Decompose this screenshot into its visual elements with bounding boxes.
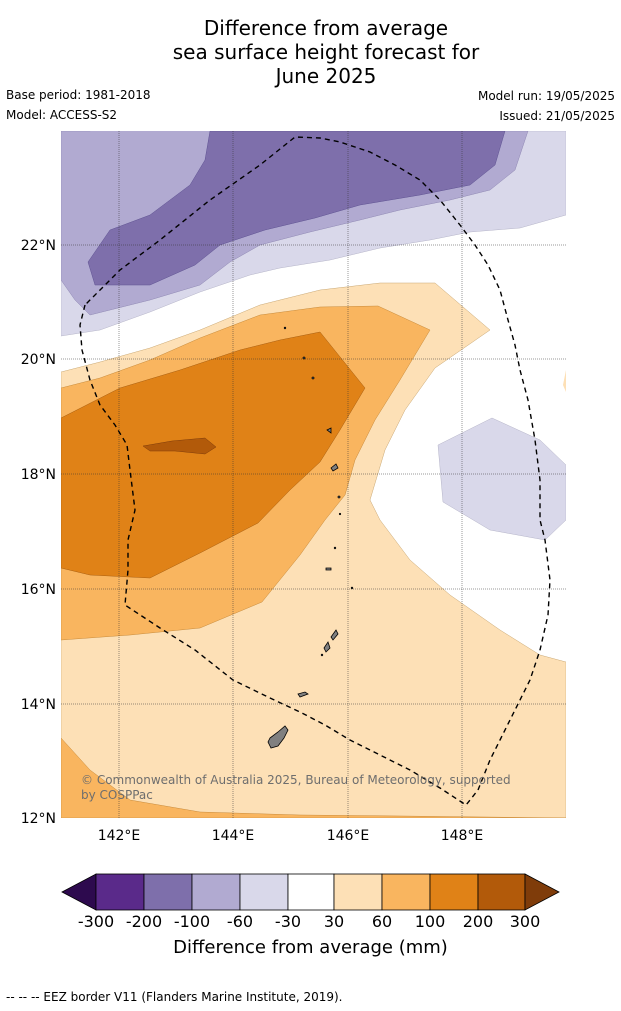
lat-label-22: 22°N	[21, 238, 56, 254]
island-islet	[350, 586, 354, 590]
colorbar-bin-2	[143, 873, 193, 911]
lat-label-12: 12°N	[21, 811, 56, 827]
island-uracas	[283, 326, 287, 330]
band-minus-30-east	[437, 417, 566, 541]
band-plus-100	[61, 331, 366, 579]
island-maug	[302, 356, 306, 360]
map-title: Difference from average sea surface heig…	[0, 16, 621, 88]
island-aguijan	[320, 653, 324, 657]
anomaly-field: © Commonwealth of Australia 2025, Bureau…	[61, 131, 566, 818]
island-rota	[297, 691, 309, 698]
island-alamagan	[337, 495, 341, 499]
lon-label-146: 146°E	[327, 828, 370, 844]
colorbar-bin-5	[287, 873, 335, 911]
lat-label-18: 18°N	[21, 467, 56, 483]
lat-label-14: 14°N	[21, 697, 56, 713]
island-saipan	[330, 629, 339, 641]
copyright-line-1: © Commonwealth of Australia 2025, Bureau…	[81, 773, 511, 787]
colorbar-bin-9	[477, 873, 526, 911]
eez-legend-note: -- -- -- EEZ border V11 (Flanders Marine…	[6, 990, 343, 1004]
band-plus-200	[142, 437, 217, 455]
colorbar-bin-3	[191, 873, 241, 911]
lon-label-142: 142°E	[98, 828, 141, 844]
lon-label-144: 144°E	[212, 828, 255, 844]
lat-labels: 22°N 20°N 18°N 16°N 14°N 12°N	[21, 238, 56, 827]
island-guguan	[338, 512, 342, 516]
colorbar-tick: 30	[324, 912, 344, 931]
colorbar-extend-low	[61, 873, 97, 911]
title-line-2: sea surface height forecast for	[172, 40, 480, 64]
island-guam	[267, 725, 289, 749]
colorbar-tick: -30	[275, 912, 301, 931]
colorbar-title: Difference from average (mm)	[173, 937, 448, 958]
colorbar-bin-7	[381, 873, 431, 911]
graticule	[61, 131, 566, 818]
colorbar-tick: 60	[372, 912, 392, 931]
colorbar-bin-4	[239, 873, 289, 911]
band-minus-100	[87, 131, 506, 286]
lon-label-148: 148°E	[441, 828, 484, 844]
colorbar-tick: -100	[174, 912, 210, 931]
island-anatahan	[325, 567, 332, 571]
colorbar-bin-8	[429, 873, 479, 911]
lon-labels: 142°E 144°E 146°E 148°E	[98, 828, 484, 844]
island-asuncion	[311, 376, 315, 380]
colorbar-bin-6	[333, 873, 383, 911]
base-period: Base period: 1981-2018	[6, 88, 151, 102]
title-line-1: Difference from average	[203, 16, 449, 40]
island-sarigan	[333, 546, 337, 550]
band-minus-100-top	[90, 131, 210, 136]
island-agrihan	[326, 427, 332, 434]
eez-border	[79, 136, 551, 806]
band-plus-30-edge	[563, 370, 566, 392]
island-tinian	[323, 641, 331, 653]
colorbar-extend-high	[524, 873, 560, 911]
colorbar-tick: -60	[227, 912, 253, 931]
colorbar-tick: 200	[463, 912, 494, 931]
lat-label-16: 16°N	[21, 582, 56, 598]
band-plus-60-sw	[61, 737, 566, 818]
colorbar-bin-1	[95, 873, 145, 911]
colorbar-tick: -200	[126, 912, 162, 931]
copyright-line-2: by COSPPac	[81, 788, 153, 802]
issued-date: Issued: 21/05/2025	[499, 109, 615, 123]
colorbar-tick: 300	[510, 912, 541, 931]
lat-label-20: 20°N	[21, 352, 56, 368]
model-run: Model run: 19/05/2025	[477, 89, 615, 103]
colorbar: -300 -200 -100 -60 -30 30 60 100 200 300	[61, 873, 560, 931]
islands	[267, 326, 354, 749]
colorbar-tick: -300	[78, 912, 114, 931]
title-line-3: June 2025	[275, 64, 377, 88]
colorbar-tick: 100	[415, 912, 446, 931]
colorbar-ticks: -300 -200 -100 -60 -30 30 60 100 200 300	[78, 912, 540, 931]
model-name: Model: ACCESS-S2	[6, 108, 118, 122]
island-pagan	[330, 463, 339, 472]
